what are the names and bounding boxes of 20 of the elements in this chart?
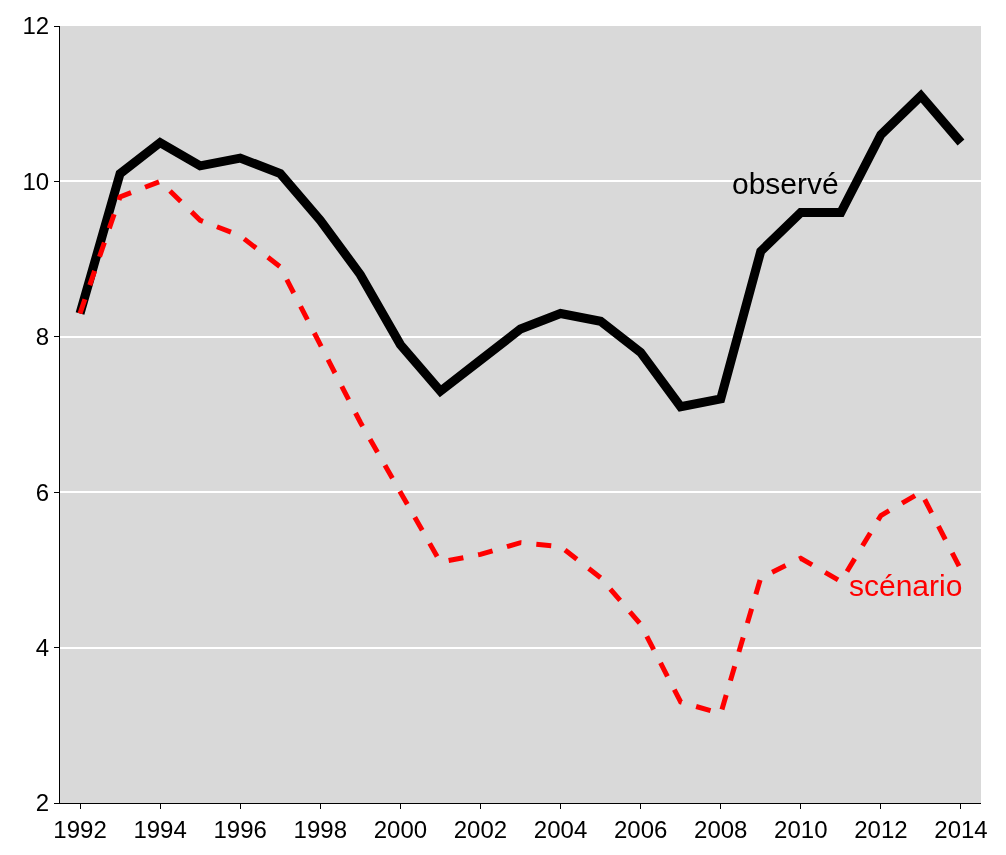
series-label: scénario xyxy=(849,569,963,602)
x-tick-label: 1996 xyxy=(213,815,267,843)
x-tick-label: 1994 xyxy=(133,815,187,843)
x-tick-label: 1998 xyxy=(293,815,347,843)
y-tick-label: 4 xyxy=(35,634,50,661)
series-label: observé xyxy=(732,167,839,200)
y-tick-label: 10 xyxy=(22,167,50,195)
x-tick-label: 2004 xyxy=(533,815,588,843)
x-tick-label: 2010 xyxy=(774,815,828,843)
y-tick-label: 8 xyxy=(35,323,50,351)
x-tick-label: 2008 xyxy=(694,815,748,843)
x-tick-label: 2014 xyxy=(934,815,988,843)
y-tick-label: 2 xyxy=(35,789,50,817)
x-tick-label: 2002 xyxy=(453,815,508,843)
x-tick-label: 2000 xyxy=(373,815,428,843)
x-tick-label: 2006 xyxy=(613,815,668,843)
x-tick-label: 1992 xyxy=(53,815,107,843)
y-tick-label: 12 xyxy=(22,12,50,40)
x-tick-label: 2012 xyxy=(854,815,908,843)
y-tick-label: 6 xyxy=(35,478,50,506)
